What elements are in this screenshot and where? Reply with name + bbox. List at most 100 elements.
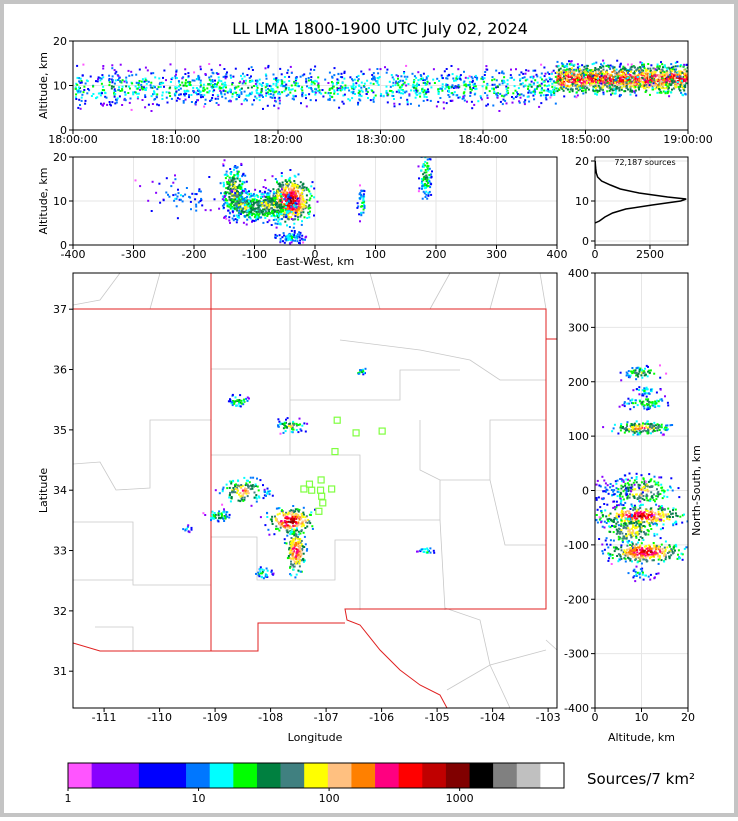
density-cell: [278, 218, 280, 220]
density-cell: [341, 76, 343, 78]
density-cell: [184, 73, 186, 75]
density-cell: [398, 91, 400, 93]
density-cell: [116, 102, 118, 104]
density-cell: [132, 93, 134, 95]
density-cell: [294, 90, 296, 92]
density-cell: [76, 65, 78, 67]
density-cell: [486, 69, 488, 71]
density-cell: [189, 84, 191, 86]
density-cell: [642, 73, 644, 75]
density-cell: [223, 207, 225, 209]
density-cell: [298, 85, 300, 87]
density-cell: [672, 66, 674, 68]
density-cell: [291, 72, 293, 74]
density-cell: [562, 78, 564, 80]
density-cell: [208, 176, 210, 178]
density-cell: [238, 204, 240, 206]
density-cell: [362, 200, 364, 202]
density-cell: [609, 85, 611, 87]
density-cell: [265, 89, 267, 91]
density-cell: [293, 223, 295, 225]
density-cell: [268, 200, 270, 202]
density-cell: [80, 78, 82, 80]
density-cell: [218, 104, 220, 106]
density-cell: [262, 96, 264, 98]
density-cell: [273, 83, 275, 85]
density-cell: [361, 95, 363, 97]
density-cell: [229, 400, 231, 402]
density-cell: [369, 69, 371, 71]
density-cell: [278, 107, 280, 109]
density-cell: [399, 87, 401, 89]
density-cell: [83, 86, 85, 88]
density-cell: [600, 78, 602, 80]
density-cell: [302, 523, 304, 525]
density-cell: [603, 93, 605, 95]
density-cell: [425, 84, 427, 86]
density-cell: [273, 533, 275, 535]
density-cell: [677, 76, 679, 78]
density-cell: [576, 88, 578, 90]
density-cell: [278, 91, 280, 93]
density-cell: [274, 206, 276, 208]
density-cell: [400, 89, 402, 91]
density-cell: [238, 187, 240, 189]
density-cell: [549, 80, 551, 82]
density-cell: [558, 69, 560, 71]
density-cell: [190, 208, 192, 210]
density-cell: [337, 73, 339, 75]
density-cell: [480, 97, 482, 99]
density-cell: [302, 512, 304, 514]
density-cell: [297, 198, 299, 200]
density-cell: [186, 187, 188, 189]
density-cell: [286, 181, 288, 183]
density-cell: [616, 69, 618, 71]
density-cell: [250, 208, 252, 210]
density-cell: [228, 196, 230, 198]
density-cell: [276, 213, 278, 215]
density-cell: [251, 66, 253, 68]
density-cell: [301, 90, 303, 92]
density-cell: [376, 68, 378, 70]
density-cell: [430, 86, 432, 88]
density-cell: [306, 85, 308, 87]
density-cell: [309, 199, 311, 201]
density-cell: [426, 162, 428, 164]
density-cell: [160, 86, 162, 88]
density-cell: [277, 206, 279, 208]
density-cell: [682, 94, 684, 96]
density-cell: [170, 185, 172, 187]
density-cell: [516, 95, 518, 97]
density-cell: [279, 222, 281, 224]
density-cell: [303, 204, 305, 206]
density-cell: [442, 77, 444, 79]
density-cell: [571, 67, 573, 69]
density-cell: [624, 80, 626, 82]
density-cell: [422, 185, 424, 187]
density-cell: [321, 89, 323, 91]
density-cell: [176, 205, 178, 207]
density-cell: [533, 83, 535, 85]
density-cell: [242, 199, 244, 201]
density-cell: [125, 77, 127, 79]
density-cell: [513, 79, 515, 81]
density-cell: [306, 217, 308, 219]
density-cell: [234, 185, 236, 187]
density-cell: [145, 89, 147, 91]
density-cell: [621, 87, 623, 89]
density-cell: [217, 98, 219, 100]
density-cell: [442, 86, 444, 88]
density-cell: [175, 194, 177, 196]
density-cell: [229, 480, 231, 482]
density-cell: [633, 66, 635, 68]
density-cell: [652, 87, 654, 89]
density-cell: [303, 73, 305, 75]
density-cell: [210, 209, 212, 211]
density-cell: [329, 89, 331, 91]
density-cell: [273, 90, 275, 92]
density-cell: [389, 81, 391, 83]
density-cell: [294, 84, 296, 86]
density-cell: [645, 91, 647, 93]
density-cell: [214, 80, 216, 82]
density-cell: [663, 87, 665, 89]
